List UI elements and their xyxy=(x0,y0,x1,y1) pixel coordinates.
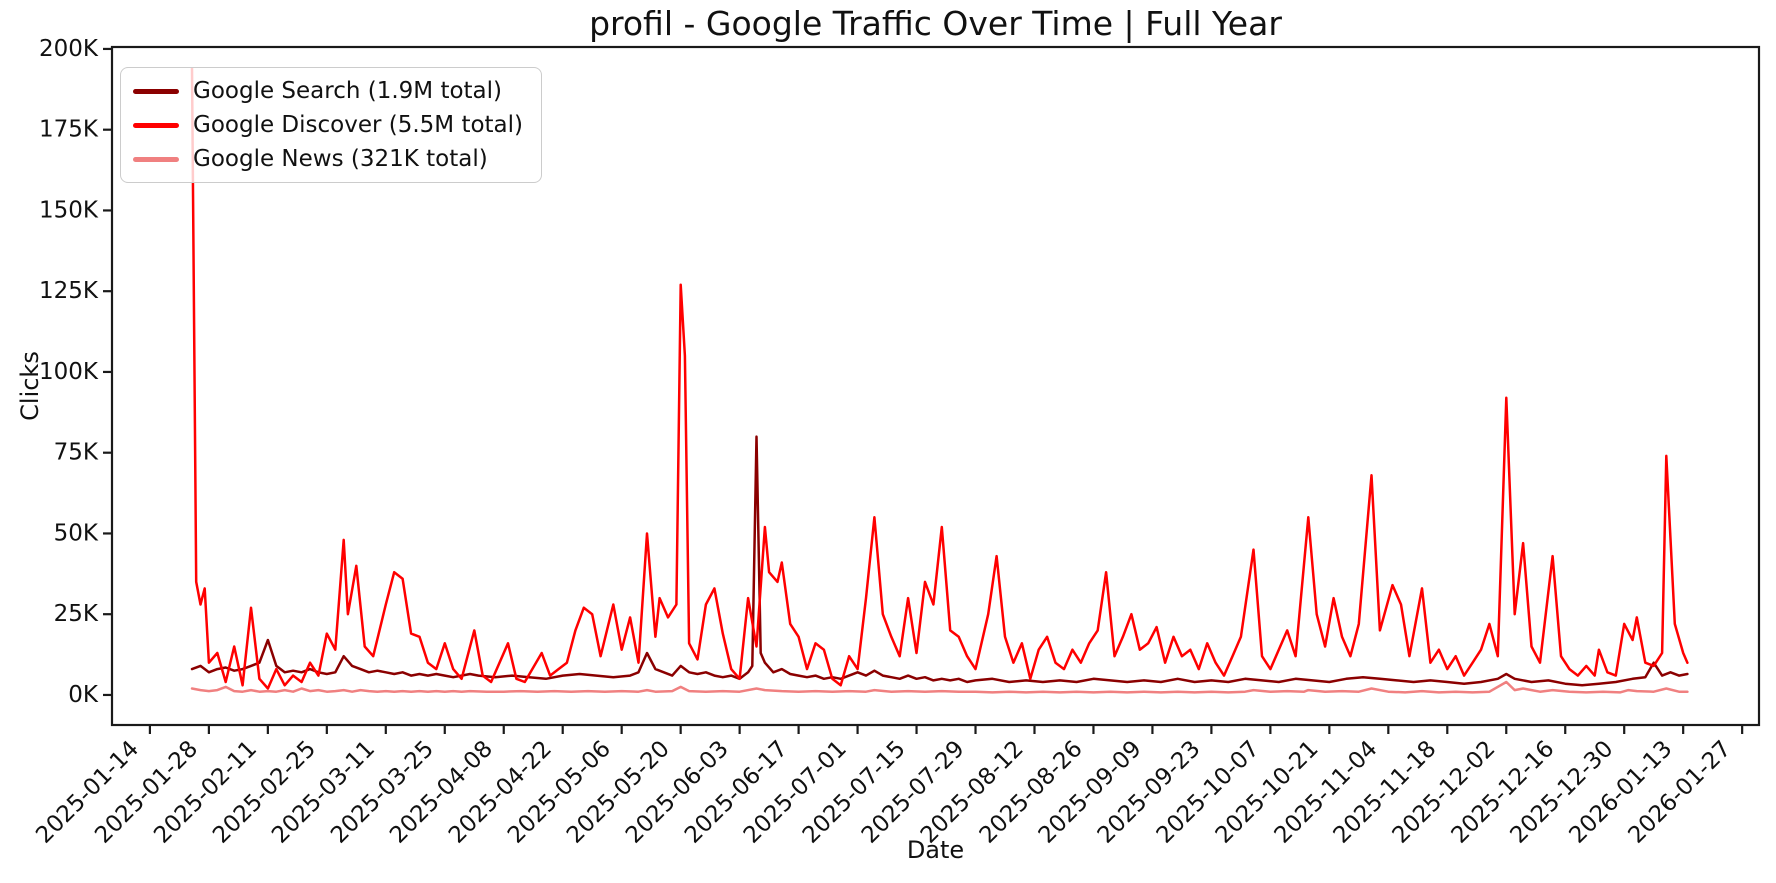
series-line-2 xyxy=(190,680,1689,694)
chart-title: profil - Google Traffic Over Time | Full… xyxy=(589,4,1282,43)
x-axis-label: Date xyxy=(906,836,965,864)
legend-label: Google Discover (5.5M total) xyxy=(193,112,524,138)
y-tick-label: 200K xyxy=(39,36,99,62)
legend-swatch-icon xyxy=(133,122,179,128)
legend-item-1: Google Discover (5.5M total) xyxy=(133,109,523,141)
legend-swatch-icon xyxy=(133,88,179,94)
x-tick-label: 2026-01-27 xyxy=(1623,736,1736,849)
y-tick-label: 175K xyxy=(39,117,99,143)
series-line-0 xyxy=(190,435,1689,687)
y-tick-label: 125K xyxy=(39,278,99,304)
y-tick-label: 150K xyxy=(39,197,99,223)
y-tick-label: 25K xyxy=(54,601,99,627)
legend: Google Search (1.9M total) Google Discove… xyxy=(120,67,543,183)
legend-swatch-icon xyxy=(133,156,179,162)
y-tick-label: 50K xyxy=(54,520,99,546)
y-tick-label: 75K xyxy=(54,440,99,466)
legend-item-0: Google Search (1.9M total) xyxy=(133,75,523,107)
axes-frame xyxy=(110,45,1761,727)
series-line-1 xyxy=(190,67,1689,690)
legend-label: Google News (321K total) xyxy=(193,146,488,172)
legend-label: Google Search (1.9M total) xyxy=(193,78,503,104)
y-tick-label: 100K xyxy=(39,359,99,385)
y-tick-label: 0K xyxy=(68,682,99,708)
legend-item-2: Google News (321K total) xyxy=(133,143,523,175)
